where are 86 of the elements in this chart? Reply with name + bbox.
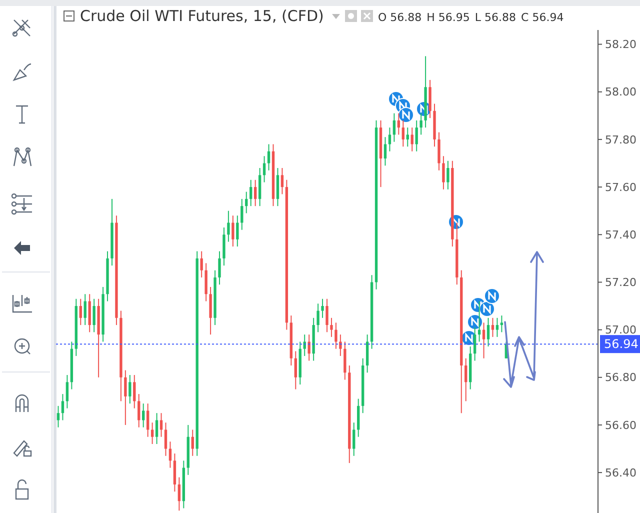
candlestick [406,127,409,148]
candlestick [428,79,432,119]
candlestick [88,294,91,333]
candlestick [138,394,140,428]
candlestick [258,168,262,207]
y-tick-label: 57.80 [605,133,636,146]
candlestick [384,136,387,166]
candlestick [280,168,284,195]
candlestick [92,298,96,333]
candlestick [438,132,440,171]
candlestick [155,412,158,444]
candlestick [334,322,338,350]
candlestick [294,350,297,390]
candlestick [473,326,476,362]
candlestick [339,334,342,356]
candlestick [388,127,392,152]
text: C 56.94 [521,11,564,24]
candlestick [164,422,168,456]
candlestick [133,374,136,409]
candlestick [245,191,248,214]
candlestick [222,226,226,266]
candlestick [191,429,194,456]
candlestick [415,120,418,152]
candlestick [227,210,230,242]
candlestick [56,405,60,428]
candlestick [79,298,82,326]
candlestick [442,156,445,190]
candlestick [276,168,280,207]
candlestick [200,250,203,278]
candlestick [232,215,234,248]
y-tick-label: 58.20 [605,38,636,52]
y-tick-label: 58.00 [605,86,636,99]
candlestick [66,374,69,409]
candlestick [254,179,257,207]
candlestick [397,112,400,136]
y-tick-label: 56.60 [605,418,636,432]
candlestick [308,334,310,362]
candlestick [464,358,468,402]
candlestick [173,453,176,492]
candlestick [410,127,414,152]
y-tick-label: 56.80 [605,371,636,384]
candlestick [316,303,320,333]
candlestick [262,156,266,183]
candlestick [124,370,127,426]
candlestick [392,112,396,142]
candlestick [168,441,172,468]
candlestick [326,298,328,333]
candlestick [321,298,324,318]
candlestick [209,286,212,336]
y-tick-label: 57.60 [605,180,636,194]
candlestick [84,294,86,326]
candlestick [128,374,132,404]
candlestick [491,317,494,338]
candlestick [204,262,208,302]
text: L 56.88 [474,11,516,24]
candlestick [357,398,360,438]
candlestick [496,317,499,338]
candlestick [142,403,145,428]
ref-line-label: 56.94 [604,337,638,352]
candlestick [402,120,404,148]
candlestick [500,315,504,333]
candlestick [344,341,346,380]
candlestick [267,144,270,171]
candlestick [486,317,490,347]
y-tick-label: 57.00 [605,324,636,337]
y-tick-label: 57.40 [605,228,636,242]
candlestick [218,250,221,286]
text: O 56.88 [378,11,422,24]
candlestick [420,112,422,136]
candlestick [150,422,154,444]
candlestick [178,476,181,512]
candlestick [240,198,244,230]
candlestick [446,160,450,190]
candlestick [352,422,356,456]
y-tick-label: 56.40 [605,466,636,480]
candlestick [366,334,369,374]
candlestick [61,394,64,421]
text: H 56.95 [426,11,470,24]
chart-title: Crude Oil WTI Futures, 15, (CFD) [80,7,324,25]
candlestick [160,412,163,438]
candlestick [482,322,486,359]
y-tick-label: 57.20 [605,276,636,290]
candlestick [250,179,252,207]
candlestick [236,215,239,248]
candlestick [330,317,333,338]
candlestick [146,403,150,438]
